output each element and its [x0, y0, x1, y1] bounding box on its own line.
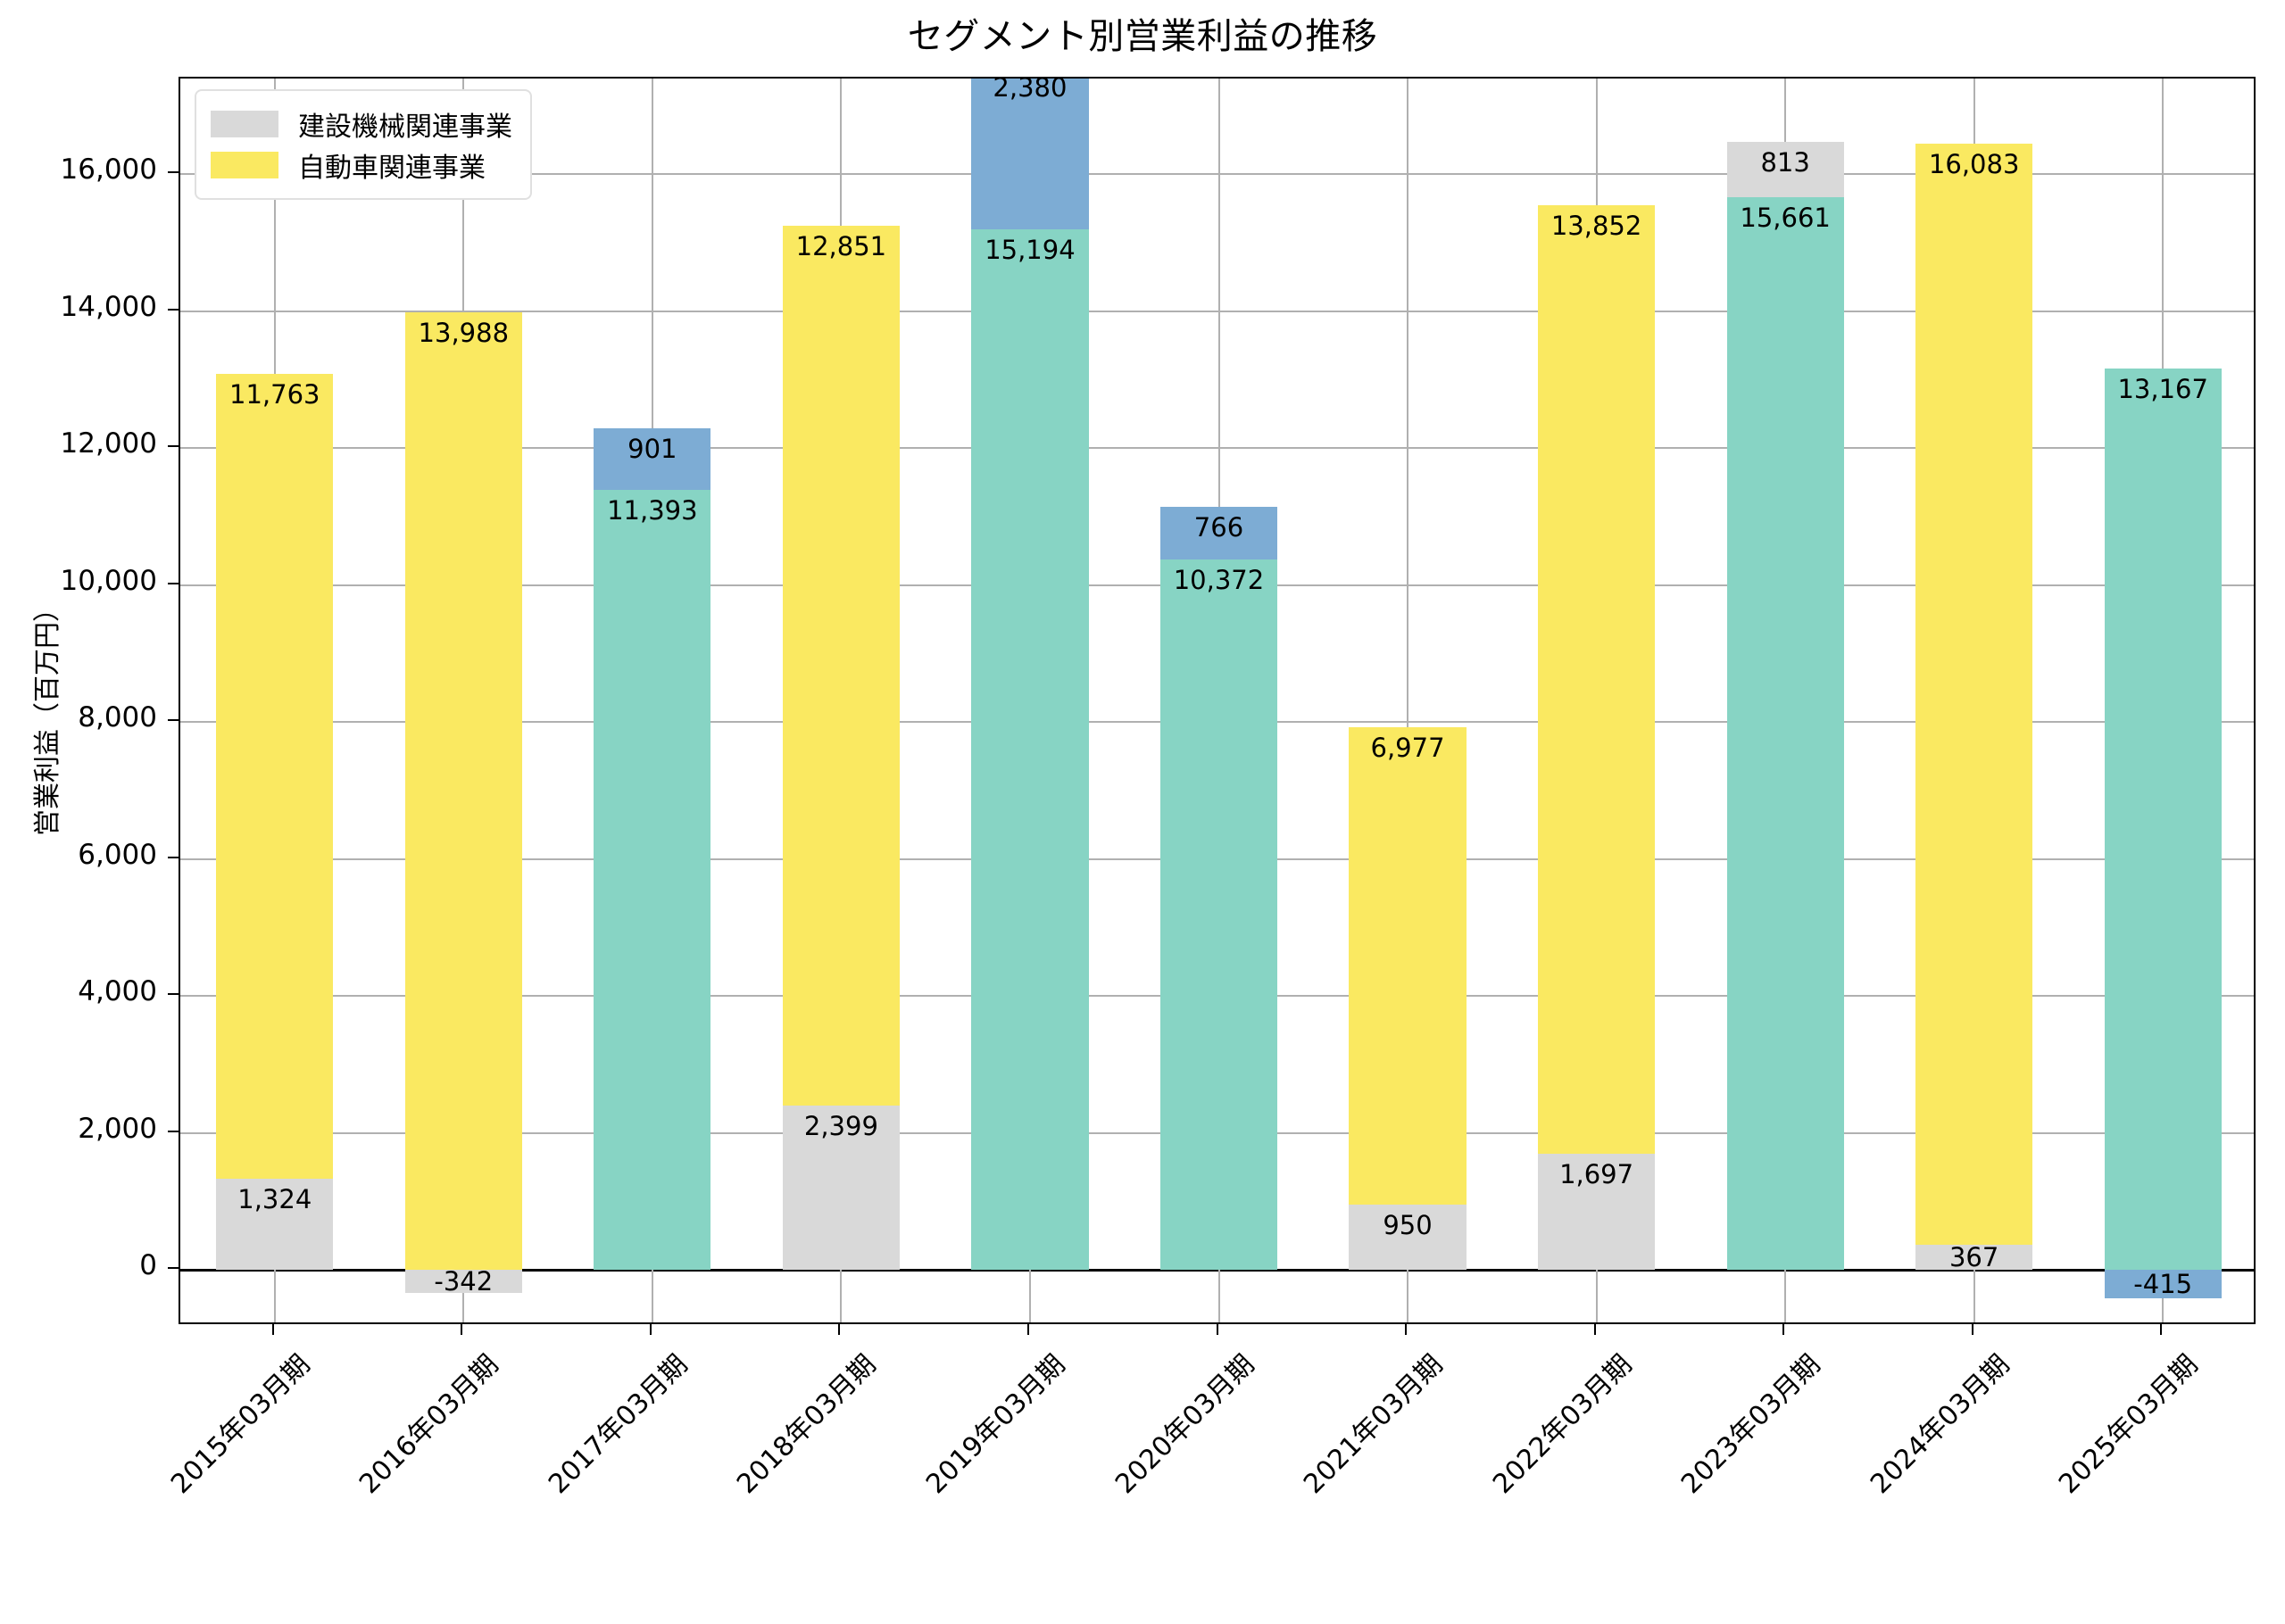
bar-segment[interactable]	[1349, 1205, 1467, 1271]
y-tick-mark	[168, 856, 179, 858]
x-tick-mark	[838, 1324, 841, 1335]
y-tick-label: 14,000	[60, 290, 157, 323]
bar-segment[interactable]	[594, 427, 711, 490]
y-tick-mark	[168, 993, 179, 996]
chart-legend: 建設機械関連事業 自動車関連事業	[195, 89, 532, 200]
bar-segment[interactable]	[2104, 368, 2222, 1271]
y-tick-mark	[168, 1267, 179, 1270]
gridline-horizontal	[180, 173, 2254, 176]
y-tick-label: 4,000	[78, 975, 157, 1008]
x-tick-mark	[1026, 1324, 1029, 1335]
bar-segment[interactable]	[594, 489, 711, 1271]
x-tick-mark	[649, 1324, 652, 1335]
y-tick-label: 0	[139, 1249, 157, 1282]
y-axis-label: 営業利益（百万円）	[32, 595, 63, 836]
y-tick-mark	[168, 582, 179, 584]
x-tick-mark	[461, 1324, 463, 1335]
y-tick-mark	[168, 171, 179, 174]
y-tick-mark	[168, 719, 179, 722]
x-tick-mark	[2160, 1324, 2163, 1335]
x-tick-mark	[1782, 1324, 1785, 1335]
bar-segment[interactable]	[1159, 507, 1278, 560]
x-tick-mark	[1971, 1324, 1973, 1335]
bar-segment[interactable]	[1159, 559, 1278, 1271]
y-tick-label: 2,000	[78, 1112, 157, 1145]
bar-segment[interactable]	[1726, 197, 1844, 1271]
legend-item-label: 自動車関連事業	[298, 153, 486, 184]
x-tick-mark	[1405, 1324, 1408, 1335]
x-tick-mark	[1593, 1324, 1596, 1335]
y-tick-label: 6,000	[78, 838, 157, 871]
x-tick-mark	[1216, 1324, 1218, 1335]
y-tick-label: 16,000	[60, 153, 157, 186]
x-tick-mark	[271, 1324, 274, 1335]
bar-segment[interactable]	[1915, 143, 2033, 1245]
plot-area: 1,324 11,763 -342 13,988 11,393 901 2,399 12,85…	[179, 77, 2256, 1324]
bar-segment[interactable]	[404, 1270, 522, 1294]
legend-item-label: 建設機械関連事業	[298, 112, 512, 143]
zero-line	[180, 1268, 2254, 1272]
bar-segment[interactable]	[404, 311, 522, 1271]
bar-segment[interactable]	[782, 225, 900, 1106]
legend-item[interactable]: 自動車関連事業	[211, 145, 512, 186]
bar-segment[interactable]	[1915, 1244, 2033, 1271]
y-tick-mark	[168, 1130, 179, 1132]
bar-segment[interactable]	[216, 373, 334, 1180]
bar-segment[interactable]	[1726, 142, 1844, 198]
gridline-vertical	[1407, 79, 1409, 1322]
bar-segment[interactable]	[216, 1179, 334, 1271]
plot-clip: 1,324 11,763 -342 13,988 11,393 901 2,399 12,85…	[180, 79, 2254, 1322]
y-tick-label: 8,000	[78, 701, 157, 734]
y-tick-label: 10,000	[60, 564, 157, 597]
legend-swatch-icon	[211, 111, 278, 137]
bar-segment[interactable]	[971, 229, 1089, 1271]
bar-segment[interactable]	[1349, 726, 1467, 1206]
legend-item[interactable]: 建設機械関連事業	[211, 104, 512, 145]
chart-figure: セグメント別営業利益の推移 営業利益（百万円） 0 2,000 4,000 6,000…	[32, 16, 2256, 1501]
bar-segment[interactable]	[1538, 205, 1656, 1154]
y-tick-label: 12,000	[60, 427, 157, 460]
bar-segment[interactable]	[971, 79, 1089, 230]
bar-segment[interactable]	[2104, 1270, 2222, 1298]
gridline-horizontal	[180, 447, 2254, 450]
gridline-horizontal	[180, 310, 2254, 312]
chart-title: セグメント別営業利益の推移	[907, 16, 1378, 57]
legend-swatch-icon	[211, 152, 278, 178]
bar-segment[interactable]	[1538, 1153, 1656, 1271]
y-tick-mark	[168, 445, 179, 448]
bar-segment[interactable]	[782, 1106, 900, 1271]
y-tick-mark	[168, 308, 179, 311]
